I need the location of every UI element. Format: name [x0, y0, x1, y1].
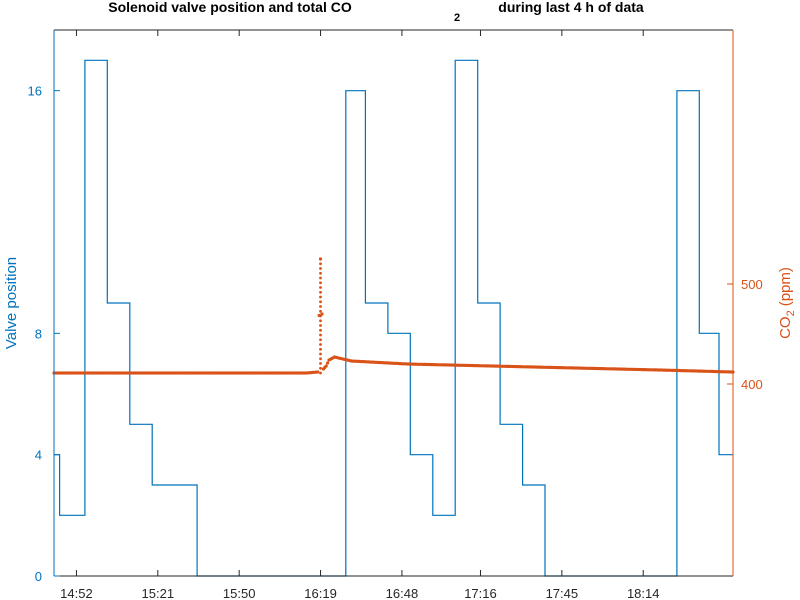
co2-point	[319, 362, 322, 365]
chart-title: Solenoid valve position and total CO 2 d…	[108, 0, 644, 24]
chart-title-suffix: during last 4 h of data	[498, 0, 644, 15]
co2-point	[319, 314, 322, 318]
y-right-tick-label: 500	[741, 277, 763, 292]
co2-point	[319, 267, 322, 270]
x-tick-label: 16:19	[304, 586, 337, 600]
co2-point	[324, 364, 328, 368]
x-tick-label: 15:50	[223, 586, 256, 600]
co2-series	[52, 257, 735, 375]
co2-point	[319, 262, 322, 266]
co2-point	[319, 366, 322, 370]
co2-point	[319, 305, 322, 308]
plot-area	[54, 30, 733, 576]
co2-point	[319, 338, 322, 342]
x-tick-label: 15:21	[142, 586, 175, 600]
co2-point	[319, 328, 322, 332]
y-axis-right-label: CO2 (ppm)	[777, 267, 797, 339]
y-left-tick-label: 16	[28, 84, 42, 99]
y-left-tick-label: 8	[35, 326, 42, 341]
y-axis-left-label: Valve position	[3, 257, 20, 349]
x-tick-label: 18:14	[627, 586, 660, 600]
co2-point	[319, 357, 322, 361]
y-axis-right-title-unit: (ppm)	[777, 267, 794, 306]
x-tick-label: 16:48	[386, 586, 419, 600]
x-tick-label: 14:52	[60, 586, 93, 600]
co2-point	[316, 370, 320, 374]
x-tick-label: 17:45	[546, 586, 579, 600]
svg-text:CO2(ppm): CO2 (ppm)	[777, 267, 797, 339]
axes-layer: 14:52 15:21 15:50 16:19 16:48 17:16 17:45 18:14…	[28, 29, 763, 600]
y-left-tick-label: 4	[35, 448, 42, 463]
co2-point	[319, 290, 322, 294]
y-right-tick-label: 400	[741, 377, 763, 392]
co2-point	[319, 286, 322, 289]
co2-point	[319, 281, 322, 285]
chart-title-subscript: 2	[454, 12, 460, 24]
co2-point	[319, 343, 322, 346]
y-axis-right-title-base: CO	[777, 316, 794, 339]
co2-point	[319, 352, 322, 356]
co2-point	[319, 333, 322, 337]
x-tick-label: 17:16	[464, 586, 497, 600]
co2-point	[319, 324, 322, 327]
co2-point	[319, 276, 322, 280]
co2-point	[326, 361, 330, 365]
co2-point	[319, 257, 322, 261]
y-left-tick-label: 0	[35, 569, 42, 584]
y-axis-left-title: Valve position	[3, 257, 20, 349]
co2-point	[319, 300, 322, 304]
co2-point	[319, 371, 322, 375]
co2-point	[319, 295, 322, 299]
co2-point	[319, 319, 322, 323]
co2-point	[319, 271, 322, 275]
y-axis-right-title-subscript: 2	[785, 310, 797, 316]
chart-title-main: Solenoid valve position and total CO	[108, 0, 352, 15]
co2-point	[319, 347, 322, 351]
co2-point	[319, 309, 322, 313]
